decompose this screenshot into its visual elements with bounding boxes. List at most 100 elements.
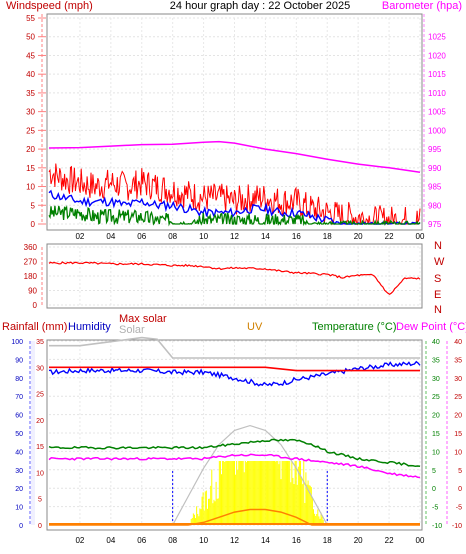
max-solar-envelope bbox=[172, 424, 328, 526]
barometer-tick-label: 1020 bbox=[428, 51, 446, 60]
x-tick-label: 22 bbox=[385, 536, 394, 545]
dew-point-tick-label: 40 bbox=[454, 339, 462, 346]
rain-tick-label: 10 bbox=[36, 470, 44, 477]
wind-tick-label: 30 bbox=[26, 108, 35, 117]
x-tick-label: 10 bbox=[199, 232, 208, 241]
dew-point-tick-label: 15 bbox=[454, 431, 462, 438]
compass-label: W bbox=[434, 256, 445, 268]
solar-legend: Solar bbox=[119, 324, 145, 336]
barometer-tick-label: 1000 bbox=[428, 126, 446, 135]
temperature-tick-label: 10 bbox=[432, 449, 440, 456]
humidity-tick-label: 30 bbox=[15, 468, 23, 475]
max-solar-legend: Max solar bbox=[119, 313, 167, 325]
temperature-tick-label: 0 bbox=[432, 486, 436, 493]
humidity-tick-label: 20 bbox=[15, 486, 23, 493]
wind-tick-label: 15 bbox=[26, 164, 35, 173]
barometer-tick-label: 1015 bbox=[428, 70, 446, 79]
barometer-tick-label: 990 bbox=[428, 164, 442, 173]
dew-point-tick-label: 0 bbox=[458, 486, 462, 493]
x-tick-label: 02 bbox=[75, 536, 84, 545]
barometer-series bbox=[48, 140, 421, 174]
direction-tick-label: 360 bbox=[24, 243, 38, 252]
x-tick-label: 12 bbox=[230, 536, 239, 545]
rain-tick-label: 30 bbox=[36, 365, 44, 372]
compass-label: N bbox=[434, 240, 442, 252]
humidity-tick-label: 80 bbox=[15, 376, 23, 383]
wind-tick-label: 40 bbox=[26, 70, 35, 79]
x-tick-label: 22 bbox=[385, 232, 394, 241]
barometer-tick-label: 1005 bbox=[428, 108, 446, 117]
rain-total-series bbox=[49, 366, 420, 372]
x-tick-label: 10 bbox=[199, 536, 208, 545]
humidity-tick-label: 90 bbox=[15, 357, 23, 364]
x-tick-label: 00 bbox=[416, 232, 425, 241]
temperature-tick-label: 5 bbox=[432, 468, 436, 475]
x-tick-label: 12 bbox=[230, 232, 239, 241]
wind-tick-label: 55 bbox=[26, 14, 35, 23]
rain-tick-label: 20 bbox=[36, 418, 44, 425]
compass-label: E bbox=[434, 289, 441, 301]
direction-tick-label: 180 bbox=[24, 272, 38, 281]
barometer-tick-label: 975 bbox=[428, 220, 442, 229]
compass-label: S bbox=[434, 273, 441, 285]
humidity-legend: Humidity bbox=[68, 321, 111, 333]
direction-tick-label: 90 bbox=[28, 287, 37, 296]
wind-tick-label: 45 bbox=[26, 51, 35, 60]
x-tick-label: 18 bbox=[323, 536, 332, 545]
x-tick-label: 14 bbox=[261, 536, 270, 545]
temperature-tick-label: 20 bbox=[432, 413, 440, 420]
dew-point-tick-label: 20 bbox=[454, 413, 462, 420]
x-tick-label: 02 bbox=[75, 232, 84, 241]
x-tick-label: 04 bbox=[106, 232, 115, 241]
max-solar-series bbox=[49, 336, 420, 359]
wind-tick-label: 25 bbox=[26, 126, 35, 135]
wind-tick-label: 0 bbox=[31, 220, 36, 229]
humidity-tick-label: 10 bbox=[15, 505, 23, 512]
uv-legend: UV bbox=[247, 321, 263, 333]
humidity-series bbox=[48, 360, 421, 387]
temperature-tick-label: -10 bbox=[432, 523, 442, 530]
barometer-tick-label: 995 bbox=[428, 145, 442, 154]
barometer-tick-label: 985 bbox=[428, 183, 442, 192]
rainfall-axis-title: Rainfall (mm) bbox=[2, 321, 67, 333]
temperature-tick-label: 40 bbox=[432, 339, 440, 346]
dew-point-series bbox=[48, 453, 421, 479]
dew-point-tick-label: 25 bbox=[454, 394, 462, 401]
temperature-series bbox=[48, 438, 421, 468]
humidity-tick-label: 100 bbox=[11, 339, 23, 346]
windspeed-axis-title: Windspeed (mph) bbox=[6, 0, 93, 12]
chart-title: 24 hour graph day : 22 October 2025 bbox=[170, 0, 350, 12]
dew-point-tick-label: -5 bbox=[456, 505, 462, 512]
humidity-tick-label: 70 bbox=[15, 394, 23, 401]
dew-point-tick-label: 35 bbox=[454, 357, 462, 364]
rain-tick-label: 15 bbox=[36, 444, 44, 451]
barometer-axis-title: Barometer (hpa) bbox=[382, 0, 462, 12]
humidity-tick-label: 40 bbox=[15, 449, 23, 456]
temperature-tick-label: -5 bbox=[432, 505, 438, 512]
wind-tick-label: 35 bbox=[26, 89, 35, 98]
rain-tick-label: 0 bbox=[38, 523, 42, 530]
x-tick-label: 08 bbox=[168, 536, 177, 545]
barometer-tick-label: 1025 bbox=[428, 33, 446, 42]
humidity-tick-label: 0 bbox=[19, 523, 23, 530]
temperature-tick-label: 30 bbox=[432, 376, 440, 383]
x-tick-label: 16 bbox=[292, 536, 301, 545]
x-tick-label: 20 bbox=[354, 232, 363, 241]
x-tick-label: 00 bbox=[416, 536, 425, 545]
barometer-tick-label: 980 bbox=[428, 201, 442, 210]
rain-tick-label: 25 bbox=[36, 392, 44, 399]
compass-label: N bbox=[434, 304, 442, 316]
dew-point-legend: Dew Point (°C) bbox=[396, 321, 466, 333]
wind-tick-label: 20 bbox=[26, 145, 35, 154]
temperature-legend: Temperature (°C) bbox=[312, 321, 396, 333]
x-tick-label: 20 bbox=[354, 536, 363, 545]
windspeed-series bbox=[48, 163, 421, 226]
temperature-tick-label: 25 bbox=[432, 394, 440, 401]
wind-tick-label: 10 bbox=[26, 183, 35, 192]
rain-tick-label: 35 bbox=[36, 339, 44, 346]
x-tick-label: 14 bbox=[261, 232, 270, 241]
direction-tick-label: 270 bbox=[24, 258, 38, 267]
x-tick-label: 16 bbox=[292, 232, 301, 241]
temperature-tick-label: 35 bbox=[432, 357, 440, 364]
